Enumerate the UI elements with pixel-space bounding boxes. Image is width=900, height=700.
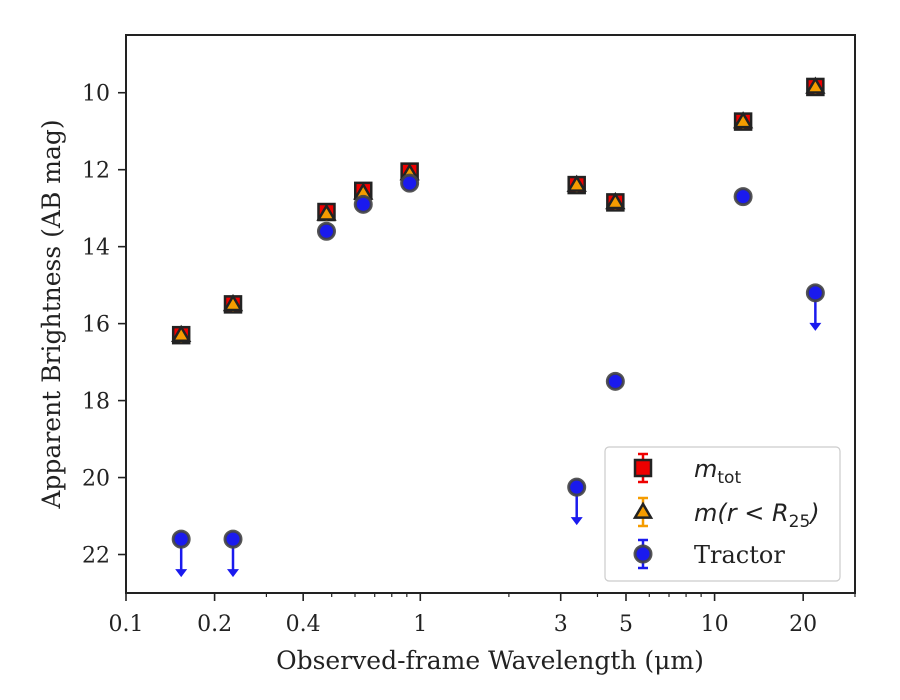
x-tick-label: 10: [701, 612, 729, 637]
legend-marker-mr25: [632, 501, 654, 519]
tractor-point: [733, 187, 753, 207]
tractor-point: [316, 221, 336, 241]
legend-label-tractor: Tractor: [694, 541, 785, 569]
plot-frame: [125, 34, 856, 594]
y-tick-label: 16: [82, 313, 110, 338]
legend: mtot m(r < R25) Tractor: [604, 446, 841, 582]
mr25-point: [805, 76, 826, 94]
y-tick-label: 12: [82, 159, 110, 184]
y-tick-label: 20: [82, 467, 110, 492]
y-tick-label: 14: [82, 236, 110, 261]
upper-limit-arrowhead: [175, 569, 188, 578]
y-tick-label: 22: [82, 544, 110, 569]
legend-box: [604, 446, 841, 582]
legend-label-mr25: m(r < R25): [694, 499, 820, 532]
mr25-point: [732, 111, 754, 129]
upper-limit-arrowhead: [570, 517, 583, 526]
legend-label-mtot: mtot: [694, 455, 741, 488]
y-axis-label: Apparent Brightness (AB mag): [37, 119, 66, 509]
series-mr25: [171, 76, 826, 343]
data-points: [171, 76, 826, 578]
mr25-point: [566, 174, 587, 192]
x-tick-label: 0.1: [109, 612, 144, 637]
upper-limit-arrowhead: [809, 322, 822, 331]
mr25-point: [171, 324, 192, 343]
upper-limit-arrowhead: [227, 569, 240, 578]
tractor-point: [223, 529, 243, 549]
tractor-point: [605, 371, 625, 391]
series-mtot: [171, 77, 825, 345]
y-tick-label: 10: [82, 82, 110, 107]
legend-marker-mtot: [633, 458, 653, 478]
tractor-point: [171, 529, 191, 549]
axis-ticks: 0.1 0.2 0.4 1 3 5 10 20 10 12 14 16 18 20 22: [82, 82, 856, 637]
series-tractor: [171, 173, 825, 578]
x-axis-label: Observed-frame Wavelength (μm): [276, 646, 704, 675]
tractor-point: [353, 194, 373, 214]
mr25-point: [605, 191, 626, 210]
tractor-point: [567, 477, 587, 497]
tractor-point: [805, 283, 825, 303]
legend-marker-tractor: [633, 544, 653, 564]
x-tick-label: 0.4: [286, 612, 321, 637]
tractor-point: [400, 173, 420, 193]
mr25-point: [222, 293, 244, 312]
x-tick-label: 20: [789, 612, 817, 637]
y-tick-label: 18: [82, 390, 110, 415]
x-tick-label: 3: [554, 612, 568, 637]
mr25-point: [316, 203, 337, 221]
x-tick-label: 5: [619, 612, 633, 637]
x-tick-label: 0.2: [197, 612, 232, 637]
x-tick-label: 1: [413, 612, 427, 637]
